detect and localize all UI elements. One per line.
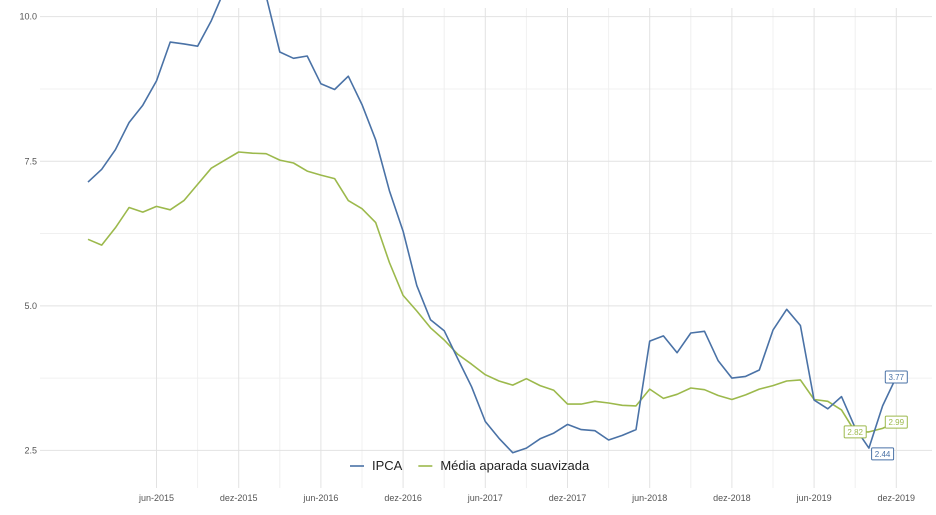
value-label: 3.77 [889,373,905,382]
x-tick-label: jun-2018 [631,493,667,503]
value-label-box [884,370,908,384]
value-label-box [871,447,895,461]
x-tick-label: jun-2016 [302,493,338,503]
axis-tick-labels: 2.5 5.0 7.5 10.0 jun-2015 dez-2015 jun-2016 dez… [19,12,915,503]
end-labels: 3.77 2.44 2.82 2.99 [843,370,908,461]
x-tick-label: jun-2017 [467,493,503,503]
y-tick-label: 2.5 [24,445,37,455]
series-line-media-aparada [87,151,897,433]
value-label-box [843,425,867,439]
value-label-box [884,415,908,429]
x-tick-label: dez-2015 [220,493,258,503]
plot-panel [40,8,932,488]
x-tick-label: dez-2017 [549,493,587,503]
x-tick-label: dez-2016 [384,493,422,503]
x-tick-label: jun-2019 [796,493,832,503]
x-tick-label: dez-2019 [878,493,916,503]
series-lines [87,0,898,454]
legend: IPCA Média aparada suavizada [350,458,590,473]
value-label: 2.99 [889,418,905,427]
y-tick-label: 5.0 [24,301,37,311]
y-tick-label: 10.0 [19,12,37,22]
x-tick-label: dez-2018 [713,493,751,503]
legend-label-1: Média aparada suavizada [440,458,590,473]
y-tick-label: 7.5 [24,156,37,166]
value-label: 2.44 [875,450,891,459]
value-label: 2.82 [847,428,863,437]
x-tick-label: jun-2015 [138,493,174,503]
series-line-ipca [87,0,898,454]
gridlines [40,8,932,488]
legend-label-0: IPCA [372,458,403,473]
